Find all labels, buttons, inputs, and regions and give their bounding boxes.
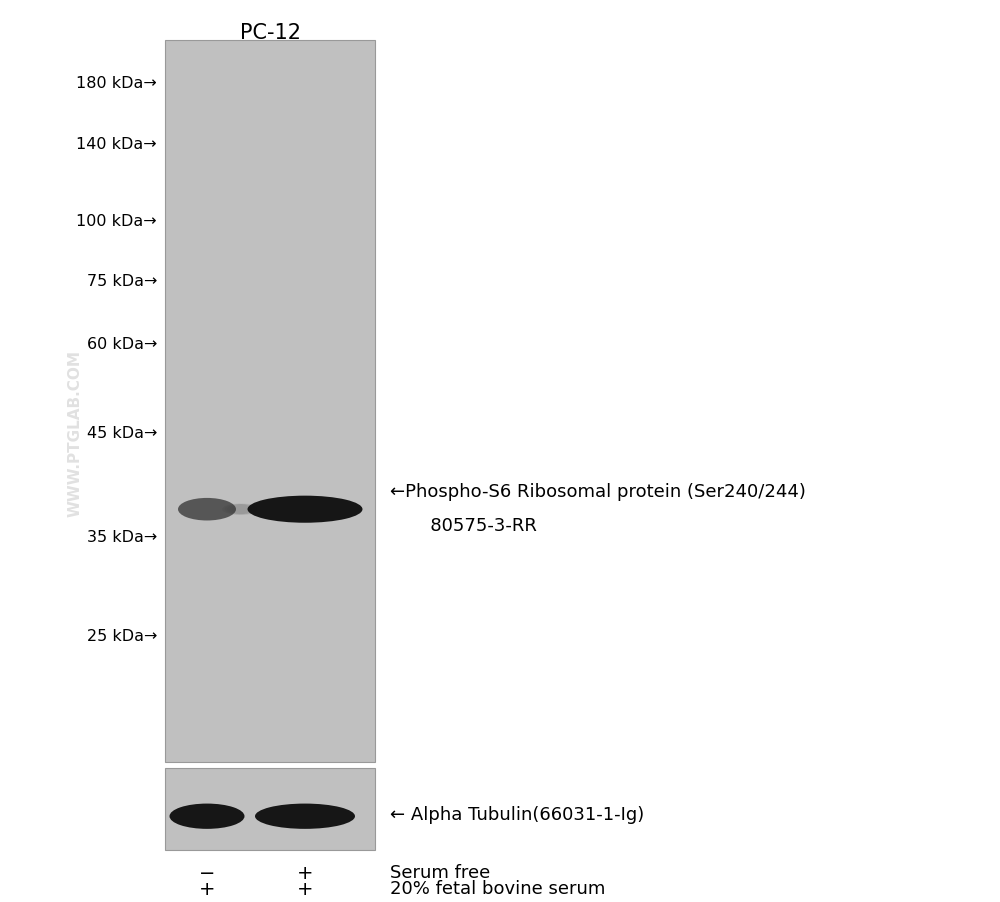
FancyBboxPatch shape — [165, 41, 375, 762]
Text: WWW.PTGLAB.COM: WWW.PTGLAB.COM — [68, 350, 82, 516]
Ellipse shape — [170, 804, 244, 829]
Text: 35 kDa→: 35 kDa→ — [87, 529, 157, 544]
Ellipse shape — [227, 504, 257, 515]
Text: 140 kDa→: 140 kDa→ — [76, 137, 157, 152]
Text: 100 kDa→: 100 kDa→ — [76, 214, 157, 228]
Ellipse shape — [248, 496, 362, 523]
Ellipse shape — [222, 504, 252, 515]
Text: 180 kDa→: 180 kDa→ — [76, 76, 157, 90]
Text: Serum free: Serum free — [390, 863, 490, 881]
FancyBboxPatch shape — [165, 769, 375, 850]
Text: −: − — [199, 862, 215, 882]
Text: 60 kDa→: 60 kDa→ — [87, 337, 157, 352]
Text: 45 kDa→: 45 kDa→ — [87, 426, 157, 440]
Text: ← Alpha Tubulin(66031-1-Ig): ← Alpha Tubulin(66031-1-Ig) — [390, 805, 644, 823]
Text: PC-12: PC-12 — [240, 23, 300, 42]
Text: +: + — [297, 862, 313, 882]
Text: +: + — [297, 879, 313, 898]
Text: ←Phospho-S6 Ribosomal protein (Ser240/244): ←Phospho-S6 Ribosomal protein (Ser240/24… — [390, 483, 806, 501]
Text: 80575-3-RR: 80575-3-RR — [390, 517, 537, 535]
Ellipse shape — [224, 504, 254, 515]
Ellipse shape — [178, 498, 236, 521]
Text: 75 kDa→: 75 kDa→ — [87, 274, 157, 289]
Text: +: + — [199, 879, 215, 898]
Text: 20% fetal bovine serum: 20% fetal bovine serum — [390, 879, 605, 897]
Text: 25 kDa→: 25 kDa→ — [87, 629, 157, 643]
Ellipse shape — [255, 804, 355, 829]
Ellipse shape — [230, 504, 260, 515]
